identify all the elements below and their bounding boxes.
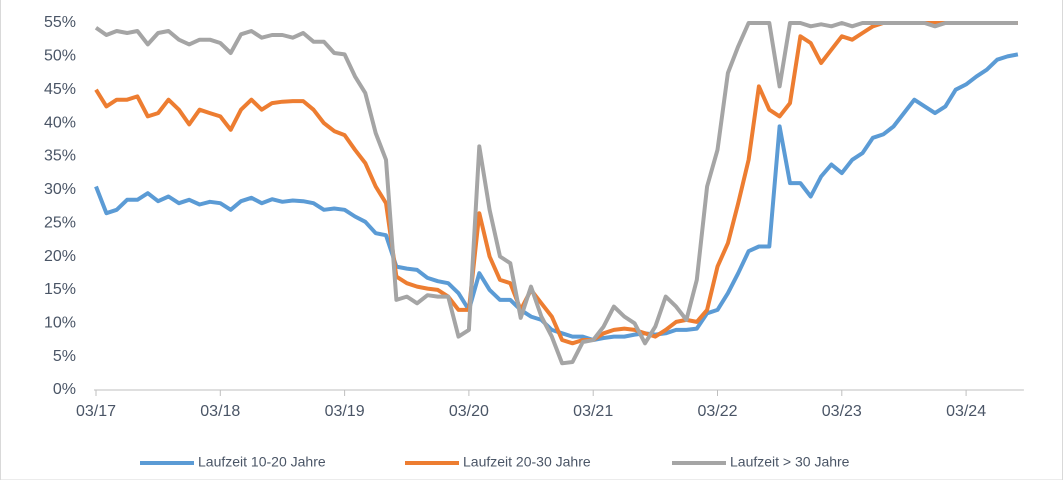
legend-label: Laufzeit 10-20 Jahre xyxy=(198,454,326,470)
legend-label: Laufzeit > 30 Jahre xyxy=(730,454,850,470)
x-tick-label: 03/23 xyxy=(822,403,862,420)
y-tick-label: 15% xyxy=(44,281,76,298)
x-tick-label: 03/17 xyxy=(76,403,116,420)
y-tick-label: 55% xyxy=(44,14,76,31)
y-tick-label: 5% xyxy=(53,348,76,365)
y-tick-label: 20% xyxy=(44,248,76,265)
y-tick-label: 30% xyxy=(44,181,76,198)
y-tick-label: 35% xyxy=(44,148,76,165)
legend-label: Laufzeit 20-30 Jahre xyxy=(463,454,591,470)
series-line xyxy=(94,21,1018,346)
y-tick-label: 45% xyxy=(44,81,76,98)
y-tick-label: 25% xyxy=(44,214,76,231)
x-tick-label: 03/18 xyxy=(200,403,240,420)
x-tick-label: 03/19 xyxy=(325,403,365,420)
series-line xyxy=(94,21,1018,366)
x-tick-label: 03/22 xyxy=(697,403,737,420)
x-tick-label: 03/20 xyxy=(449,403,489,420)
y-tick-label: 10% xyxy=(44,314,76,331)
y-tick-label: 40% xyxy=(44,114,76,131)
y-tick-label: 50% xyxy=(44,48,76,65)
x-tick-label: 03/21 xyxy=(573,403,613,420)
y-tick-label: 0% xyxy=(53,381,76,398)
x-tick-label: 03/24 xyxy=(946,403,986,420)
